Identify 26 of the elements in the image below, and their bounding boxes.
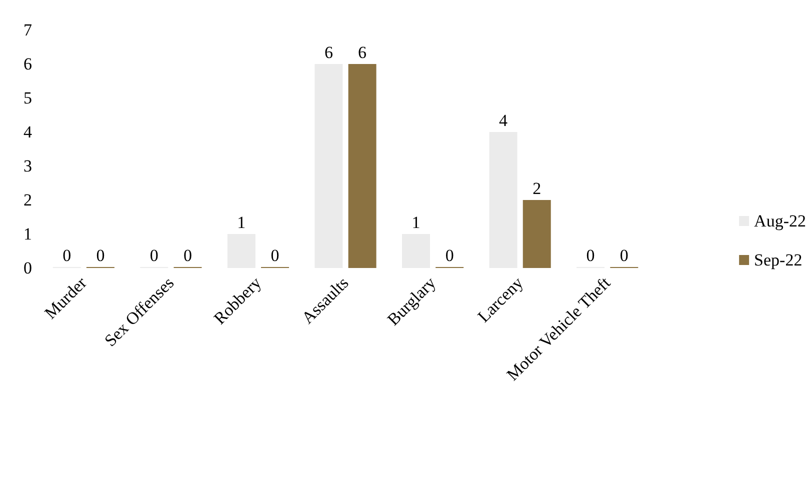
y-tick-label: 6 <box>24 54 32 74</box>
y-tick-label: 3 <box>24 156 32 176</box>
legend-label: Sep-22 <box>754 250 802 270</box>
data-label: 0 <box>445 246 454 265</box>
data-label: 0 <box>96 246 105 265</box>
data-label: 0 <box>183 246 192 265</box>
data-label: 6 <box>324 43 333 62</box>
y-tick-label: 7 <box>24 20 32 40</box>
data-label: 4 <box>499 111 508 130</box>
data-label: 1 <box>412 213 420 232</box>
data-label: 2 <box>532 179 542 198</box>
y-tick-label: 5 <box>24 88 32 108</box>
y-tick-label: 0 <box>24 258 32 278</box>
bar <box>348 64 376 268</box>
legend-label: Aug-22 <box>754 212 806 230</box>
data-label: 0 <box>270 246 280 265</box>
data-label: 0 <box>150 246 158 265</box>
y-tick-label: 4 <box>24 122 32 142</box>
data-label: 0 <box>586 246 595 265</box>
data-label: 0 <box>620 246 628 265</box>
data-label: 6 <box>358 43 367 62</box>
y-tick-label: 1 <box>24 224 32 244</box>
bar <box>522 200 551 268</box>
data-label: 0 <box>62 246 72 265</box>
data-label: 1 <box>237 213 246 232</box>
y-tick-label: 2 <box>24 190 32 210</box>
